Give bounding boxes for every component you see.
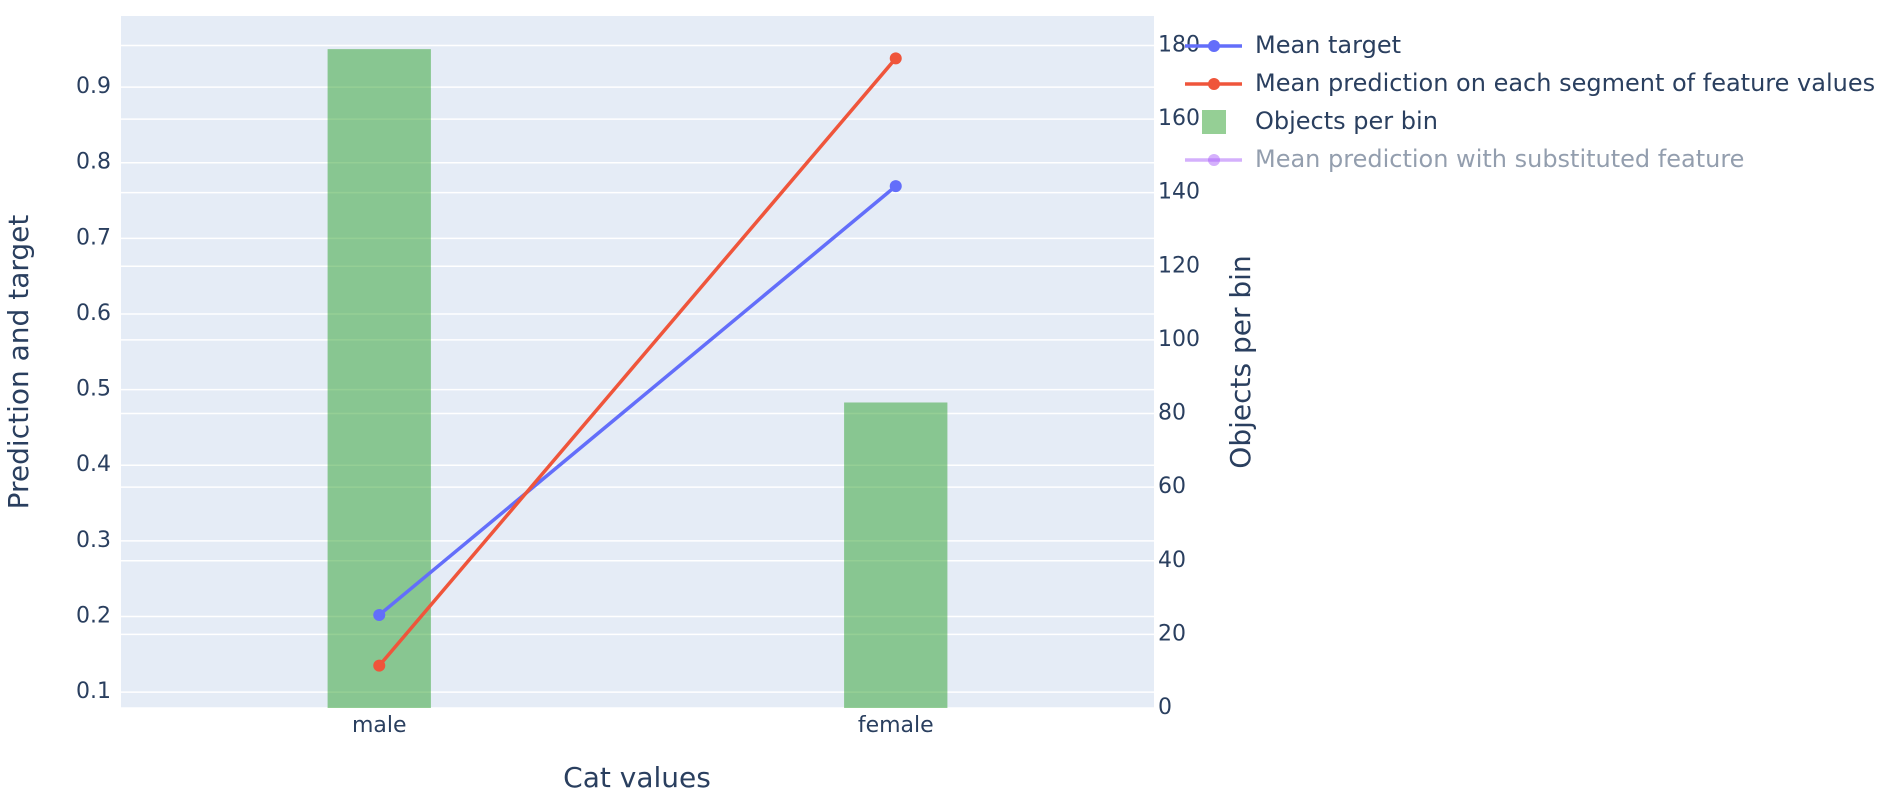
y2-tick-label: 0 bbox=[1158, 695, 1172, 720]
legend-marker bbox=[1208, 40, 1220, 52]
y2-tick-label: 160 bbox=[1158, 106, 1200, 131]
line bbox=[378, 184, 897, 617]
legend-label: Objects per bin bbox=[1255, 107, 1438, 135]
y-tick-label: 0.8 bbox=[76, 150, 111, 175]
y2-tick-label: 20 bbox=[1158, 621, 1186, 646]
y-tick-label: 0.7 bbox=[76, 225, 111, 250]
y-tick-label: 0.4 bbox=[76, 452, 111, 477]
y-tick-label: 0.2 bbox=[76, 603, 111, 628]
legend-label: Mean prediction with substituted feature bbox=[1255, 145, 1744, 173]
point bbox=[889, 52, 902, 65]
y-axis-title: Prediction and target bbox=[2, 215, 35, 510]
legend-label: Mean target bbox=[1255, 31, 1401, 59]
point bbox=[373, 608, 386, 621]
y-tick-label: 0.5 bbox=[76, 377, 111, 402]
legend-marker bbox=[1208, 154, 1220, 166]
bar bbox=[844, 402, 948, 708]
y-tick-label: 0.6 bbox=[76, 301, 111, 326]
legend-marker bbox=[1208, 78, 1220, 90]
x-tick-label: female bbox=[858, 713, 934, 738]
y2-axis-title: Objects per bin bbox=[1224, 255, 1257, 468]
x-axis-title: Cat values bbox=[563, 761, 711, 794]
y2-tick-label: 80 bbox=[1158, 401, 1186, 426]
legend-swatch bbox=[1202, 110, 1226, 134]
legend-label: Mean prediction on each segment of featu… bbox=[1255, 69, 1875, 97]
line bbox=[377, 57, 898, 667]
y-tick-label: 0.9 bbox=[76, 74, 111, 99]
y2-tick-label: 120 bbox=[1158, 253, 1200, 278]
y2-tick-label: 60 bbox=[1158, 474, 1186, 499]
y-tick-label: 0.3 bbox=[76, 528, 111, 553]
point bbox=[373, 659, 386, 672]
x-tick-label: male bbox=[352, 713, 407, 738]
bar bbox=[327, 49, 431, 708]
y2-tick-label: 40 bbox=[1158, 548, 1186, 573]
y-tick-label: 0.1 bbox=[76, 679, 111, 704]
point bbox=[889, 180, 902, 193]
y2-tick-label: 140 bbox=[1158, 180, 1200, 205]
y2-tick-label: 100 bbox=[1158, 327, 1200, 352]
